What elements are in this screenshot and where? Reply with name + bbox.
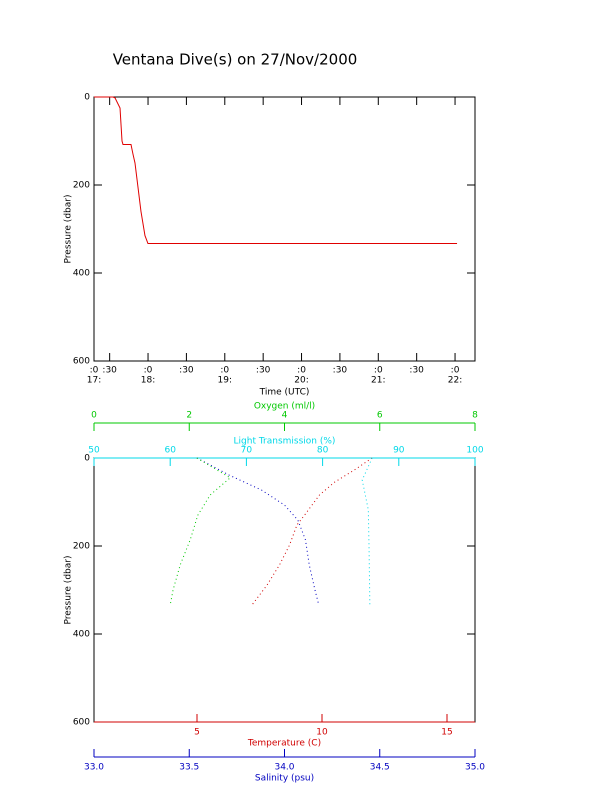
profile-line: [251, 457, 373, 606]
x-tick-label: 33.0: [84, 763, 104, 773]
x-tick-label: 80: [317, 446, 329, 456]
x-tick-label: :0: [374, 366, 383, 376]
x-tick-label: :30: [102, 366, 117, 376]
y-axis-label: Pressure (dbar): [64, 195, 74, 264]
y-axis-label: Pressure (dbar): [64, 556, 74, 625]
x-tick-label: 100: [466, 446, 483, 456]
x-tick-label: 17:: [87, 376, 101, 386]
x-tick-label: :0: [90, 366, 99, 376]
x-tick-label: :0: [451, 366, 460, 376]
x-tick-label: 18:: [141, 376, 155, 386]
x-axis-label: Salinity (psu): [255, 774, 314, 784]
x-tick-label: 8: [472, 411, 478, 421]
x-tick-label: 20:: [294, 376, 308, 386]
x-tick-label: :0: [297, 366, 306, 376]
y-tick-label: 0: [84, 93, 90, 103]
x-tick-label: :30: [333, 366, 348, 376]
x-tick-label: 10: [316, 728, 328, 738]
y-tick-label: 400: [73, 630, 90, 640]
x-axis-label: Time (UTC): [259, 388, 310, 398]
x-axis-label: Temperature (C): [247, 739, 321, 749]
x-tick-label: 60: [164, 446, 176, 456]
profile-line: [196, 457, 320, 606]
x-tick-label: 70: [241, 446, 253, 456]
x-tick-label: :30: [256, 366, 271, 376]
x-tick-label: 19:: [218, 376, 232, 386]
profile-line: [361, 457, 373, 605]
y-tick-label: 0: [84, 454, 90, 464]
x-tick-label: :30: [179, 366, 194, 376]
profile-line: [169, 457, 232, 606]
y-tick-label: 600: [73, 357, 90, 367]
y-tick-label: 400: [73, 269, 90, 279]
x-tick-label: :30: [409, 366, 424, 376]
x-tick-label: 5: [194, 728, 200, 738]
x-tick-label: :0: [144, 366, 153, 376]
y-tick-label: 200: [73, 181, 90, 191]
x-tick-label: 21:: [371, 376, 385, 386]
x-tick-label: 15: [441, 728, 452, 738]
x-tick-label: 50: [88, 446, 100, 456]
x-axis-label: Light Transmission (%): [234, 437, 336, 447]
x-tick-label: 2: [186, 411, 192, 421]
x-tick-label: 22:: [448, 376, 462, 386]
x-tick-label: 34.0: [274, 763, 294, 773]
x-tick-label: 33.5: [179, 763, 199, 773]
x-axis-label: Oxygen (ml/l): [254, 402, 315, 412]
x-tick-label: 0: [91, 411, 97, 421]
x-tick-label: 4: [282, 411, 288, 421]
data-line: [94, 96, 458, 245]
x-tick-label: 90: [393, 446, 405, 456]
plot-frame: [93, 96, 476, 362]
y-tick-label: 200: [73, 542, 90, 552]
x-tick-label: 6: [377, 411, 383, 421]
x-tick-label: 35.0: [465, 763, 485, 773]
x-tick-label: :0: [220, 366, 229, 376]
x-tick-label: 34.5: [370, 763, 390, 773]
plot-frame: [93, 457, 476, 723]
chart-title: Ventana Dive(s) on 27/Nov/2000: [113, 51, 358, 69]
y-tick-label: 600: [73, 718, 90, 728]
